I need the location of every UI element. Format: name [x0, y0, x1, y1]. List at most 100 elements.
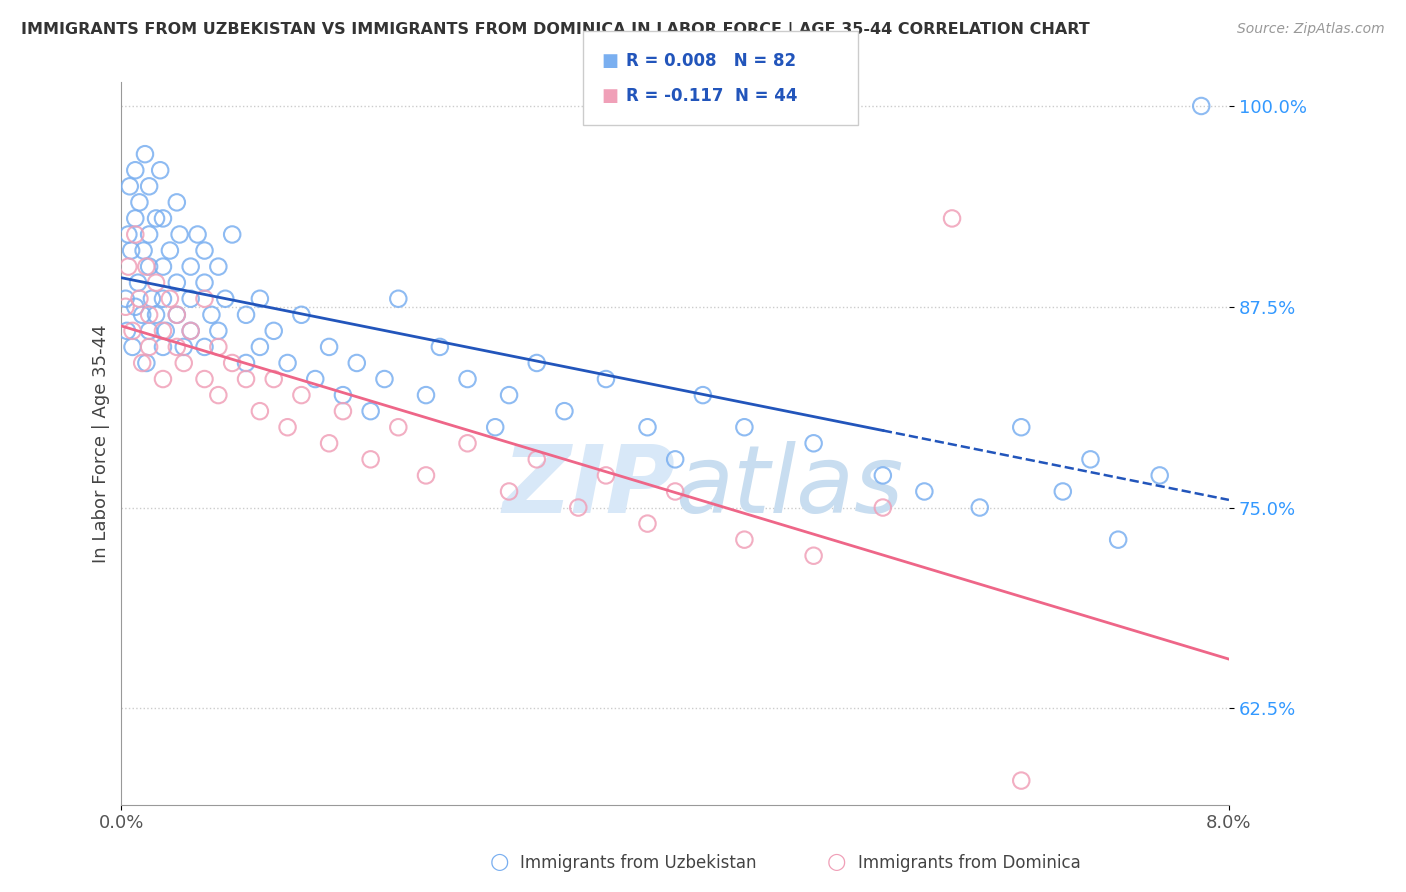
Point — [263, 324, 285, 338]
Point — [138, 340, 160, 354]
Point — [152, 292, 174, 306]
Text: R = 0.008   N = 82: R = 0.008 N = 82 — [626, 52, 796, 70]
Point — [803, 549, 825, 563]
Point — [484, 420, 506, 434]
Point — [180, 292, 202, 306]
Point — [526, 356, 548, 370]
Point — [872, 500, 894, 515]
Point — [128, 292, 150, 306]
Point — [114, 292, 136, 306]
Point — [637, 516, 659, 531]
Point — [152, 260, 174, 274]
Point — [121, 340, 143, 354]
Point — [124, 211, 146, 226]
Point — [138, 308, 160, 322]
Point — [526, 452, 548, 467]
Point — [207, 340, 229, 354]
Point — [141, 292, 163, 306]
Point — [135, 356, 157, 370]
Text: ○: ○ — [489, 853, 509, 872]
Point — [118, 179, 141, 194]
Point — [595, 372, 617, 386]
Text: Source: ZipAtlas.com: Source: ZipAtlas.com — [1237, 22, 1385, 37]
Point — [595, 468, 617, 483]
Point — [318, 340, 340, 354]
Point — [193, 244, 215, 258]
Point — [249, 340, 271, 354]
Point — [159, 244, 181, 258]
Point — [664, 484, 686, 499]
Point — [187, 227, 209, 242]
Point — [145, 276, 167, 290]
Point — [193, 292, 215, 306]
Point — [152, 211, 174, 226]
Point — [498, 388, 520, 402]
Text: atlas: atlas — [675, 442, 904, 533]
Text: IMMIGRANTS FROM UZBEKISTAN VS IMMIGRANTS FROM DOMINICA IN LABOR FORCE | AGE 35-4: IMMIGRANTS FROM UZBEKISTAN VS IMMIGRANTS… — [21, 22, 1090, 38]
Text: ■: ■ — [602, 87, 619, 105]
Point — [152, 324, 174, 338]
Point — [193, 276, 215, 290]
Point — [429, 340, 451, 354]
Point — [131, 308, 153, 322]
Point — [457, 436, 479, 450]
Point — [235, 356, 257, 370]
Point — [1189, 99, 1212, 113]
Point — [221, 227, 243, 242]
Point — [360, 452, 382, 467]
Point — [277, 356, 299, 370]
Point — [277, 420, 299, 434]
Point — [152, 372, 174, 386]
Point — [145, 211, 167, 226]
Point — [415, 468, 437, 483]
Point — [173, 356, 195, 370]
Point — [692, 388, 714, 402]
Point — [149, 163, 172, 178]
Point — [180, 260, 202, 274]
Point — [173, 340, 195, 354]
Point — [733, 420, 755, 434]
Point — [235, 308, 257, 322]
Point — [263, 372, 285, 386]
Point — [134, 147, 156, 161]
Point — [221, 356, 243, 370]
Point — [124, 163, 146, 178]
Point — [664, 452, 686, 467]
Point — [159, 292, 181, 306]
Point — [193, 340, 215, 354]
Point — [803, 436, 825, 450]
Point — [124, 300, 146, 314]
Point — [135, 260, 157, 274]
Text: R = -0.117  N = 44: R = -0.117 N = 44 — [626, 87, 797, 105]
Text: ZIP: ZIP — [502, 441, 675, 533]
Point — [1080, 452, 1102, 467]
Point — [1149, 468, 1171, 483]
Text: Immigrants from Uzbekistan: Immigrants from Uzbekistan — [520, 855, 756, 872]
Point — [131, 356, 153, 370]
Point — [360, 404, 382, 418]
Point — [346, 356, 368, 370]
Point — [145, 308, 167, 322]
Point — [166, 195, 188, 210]
Point — [304, 372, 326, 386]
Point — [166, 308, 188, 322]
Point — [498, 484, 520, 499]
Point — [567, 500, 589, 515]
Point — [166, 308, 188, 322]
Point — [117, 227, 139, 242]
Point — [872, 468, 894, 483]
Point — [1052, 484, 1074, 499]
Point — [332, 388, 354, 402]
Point — [115, 324, 138, 338]
Point — [138, 227, 160, 242]
Point — [132, 244, 155, 258]
Point — [152, 340, 174, 354]
Point — [127, 276, 149, 290]
Point — [200, 308, 222, 322]
Point — [120, 244, 142, 258]
Point — [373, 372, 395, 386]
Point — [155, 324, 177, 338]
Point — [166, 340, 188, 354]
Point — [637, 420, 659, 434]
Point — [387, 292, 409, 306]
